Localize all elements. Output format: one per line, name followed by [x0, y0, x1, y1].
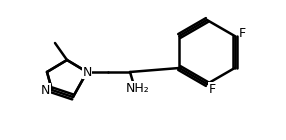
Text: N: N — [82, 66, 92, 79]
Text: F: F — [239, 26, 246, 39]
Text: F: F — [208, 82, 216, 95]
Text: NH₂: NH₂ — [126, 81, 150, 94]
Text: N: N — [41, 83, 50, 96]
